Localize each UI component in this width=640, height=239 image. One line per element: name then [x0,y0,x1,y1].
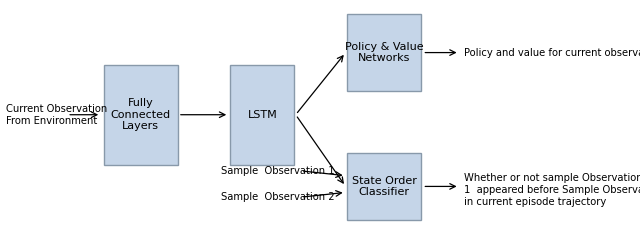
FancyBboxPatch shape [230,65,294,165]
Text: Policy and value for current observation: Policy and value for current observation [464,48,640,58]
Text: Current Observation
From Environment: Current Observation From Environment [6,104,108,125]
Text: Sample  Observation 1: Sample Observation 1 [221,166,335,176]
Text: Fully
Connected
Layers: Fully Connected Layers [111,98,171,131]
Text: State Order
Classifier: State Order Classifier [351,176,417,197]
FancyBboxPatch shape [104,65,178,165]
FancyBboxPatch shape [347,153,421,220]
FancyBboxPatch shape [347,14,421,91]
Text: Sample  Observation 2: Sample Observation 2 [221,192,335,202]
Text: LSTM: LSTM [248,110,277,120]
Text: Policy & Value
Networks: Policy & Value Networks [345,42,423,63]
Text: Whether or not sample Observation
1  appeared before Sample Observation 2
in cur: Whether or not sample Observation 1 appe… [464,174,640,206]
